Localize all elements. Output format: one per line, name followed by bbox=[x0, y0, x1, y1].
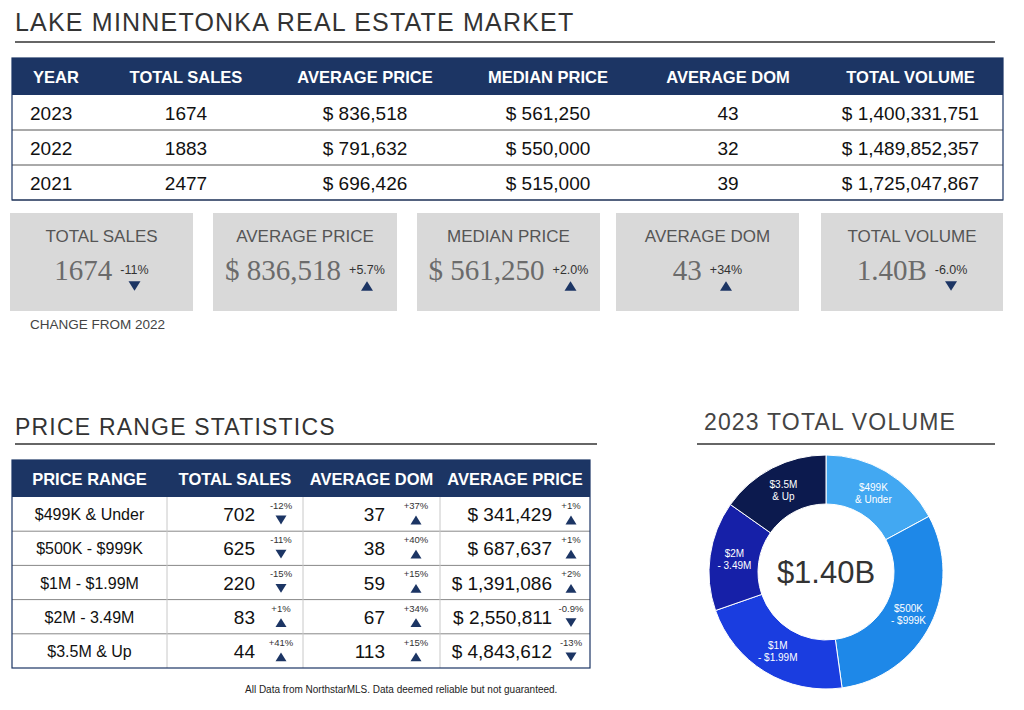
svg-text:TOTAL SALES: TOTAL SALES bbox=[179, 470, 292, 488]
svg-text:AVERAGE DOM: AVERAGE DOM bbox=[310, 470, 433, 488]
svg-text:44: 44 bbox=[234, 641, 256, 662]
svg-text:$ 687,637: $ 687,637 bbox=[467, 538, 552, 559]
svg-text:TOTAL SALES: TOTAL SALES bbox=[130, 68, 243, 86]
svg-text:$499K & Under: $499K & Under bbox=[35, 506, 145, 523]
svg-text:$ 1,725,047,867: $ 1,725,047,867 bbox=[842, 173, 979, 194]
svg-text:-12%: -12% bbox=[270, 500, 293, 511]
svg-text:+2%: +2% bbox=[561, 568, 581, 579]
svg-text:$2M - 3.49M: $2M - 3.49M bbox=[45, 609, 135, 626]
svg-text:2477: 2477 bbox=[165, 173, 207, 194]
svg-text:AVERAGE PRICE: AVERAGE PRICE bbox=[297, 68, 432, 86]
svg-text:$ 4,843,612: $ 4,843,612 bbox=[452, 641, 552, 662]
svg-text:+34%: +34% bbox=[404, 603, 429, 614]
svg-text:$ 341,429: $ 341,429 bbox=[467, 504, 552, 525]
svg-text:1674: 1674 bbox=[54, 254, 113, 286]
svg-text:$1M - $1.99M: $1M - $1.99M bbox=[40, 575, 139, 592]
svg-text:32: 32 bbox=[717, 138, 738, 159]
svg-text:$ 696,426: $ 696,426 bbox=[323, 173, 408, 194]
svg-text:AVERAGE DOM: AVERAGE DOM bbox=[666, 68, 789, 86]
svg-text:2021: 2021 bbox=[30, 173, 72, 194]
svg-text:38: 38 bbox=[364, 538, 385, 559]
svg-text:83: 83 bbox=[234, 607, 255, 628]
svg-text:$ 836,518: $ 836,518 bbox=[225, 254, 341, 286]
svg-text:+1%: +1% bbox=[271, 603, 291, 614]
svg-text:$3.5M & Up: $3.5M & Up bbox=[47, 643, 132, 660]
svg-text:+15%: +15% bbox=[404, 637, 429, 648]
svg-text:702: 702 bbox=[223, 504, 255, 525]
svg-text:-13%: -13% bbox=[560, 637, 583, 648]
svg-text:+5.7%: +5.7% bbox=[349, 263, 385, 277]
svg-text:625: 625 bbox=[223, 538, 255, 559]
svg-text:-0.9%: -0.9% bbox=[559, 603, 584, 614]
svg-text:AVERAGE PRICE: AVERAGE PRICE bbox=[447, 470, 582, 488]
svg-text:+1%: +1% bbox=[561, 500, 581, 511]
svg-text:TOTAL VOLUME: TOTAL VOLUME bbox=[846, 68, 974, 86]
svg-text:2022: 2022 bbox=[30, 138, 72, 159]
svg-text:$2M- 3.49M: $2M- 3.49M bbox=[717, 548, 751, 571]
svg-text:AVERAGE PRICE: AVERAGE PRICE bbox=[236, 227, 374, 246]
svg-text:All Data from NorthstarMLS. Da: All Data from NorthstarMLS. Data deemed … bbox=[245, 684, 557, 695]
svg-text:CHANGE FROM 2022: CHANGE FROM 2022 bbox=[30, 317, 165, 332]
svg-text:+41%: +41% bbox=[269, 637, 294, 648]
svg-text:$500K - $999K: $500K - $999K bbox=[36, 540, 143, 557]
svg-text:2023: 2023 bbox=[30, 103, 72, 124]
svg-text:-11%: -11% bbox=[120, 263, 148, 277]
svg-text:43: 43 bbox=[717, 103, 738, 124]
svg-text:$ 1,489,852,357: $ 1,489,852,357 bbox=[842, 138, 979, 159]
svg-text:37: 37 bbox=[364, 504, 385, 525]
svg-text:$500K- $999K: $500K- $999K bbox=[891, 603, 926, 626]
svg-text:$ 2,550,811: $ 2,550,811 bbox=[453, 607, 552, 628]
svg-text:$ 791,632: $ 791,632 bbox=[323, 138, 408, 159]
svg-text:$ 561,250: $ 561,250 bbox=[506, 103, 591, 124]
svg-text:$ 550,000: $ 550,000 bbox=[506, 138, 591, 159]
svg-text:AVERAGE DOM: AVERAGE DOM bbox=[645, 227, 770, 246]
svg-text:$ 1,400,331,751: $ 1,400,331,751 bbox=[842, 103, 979, 124]
svg-text:+1%: +1% bbox=[561, 534, 581, 545]
svg-text:$ 515,000: $ 515,000 bbox=[506, 173, 591, 194]
svg-text:1883: 1883 bbox=[165, 138, 207, 159]
svg-text:PRICE RANGE STATISTICS: PRICE RANGE STATISTICS bbox=[15, 414, 336, 440]
svg-text:$499K& Under: $499K& Under bbox=[855, 482, 892, 505]
svg-text:MEDIAN PRICE: MEDIAN PRICE bbox=[488, 68, 608, 86]
svg-text:$ 1,391,086: $ 1,391,086 bbox=[452, 573, 552, 594]
svg-text:+40%: +40% bbox=[404, 534, 429, 545]
svg-text:113: 113 bbox=[355, 641, 385, 662]
svg-text:MEDIAN PRICE: MEDIAN PRICE bbox=[447, 227, 570, 246]
svg-text:$ 561,250: $ 561,250 bbox=[429, 254, 545, 286]
svg-text:$3.5M& Up: $3.5M& Up bbox=[770, 479, 798, 502]
svg-text:1.40B: 1.40B bbox=[857, 254, 927, 286]
svg-text:+15%: +15% bbox=[404, 568, 429, 579]
svg-text:67: 67 bbox=[364, 607, 385, 628]
svg-text:39: 39 bbox=[717, 173, 738, 194]
svg-text:YEAR: YEAR bbox=[33, 68, 79, 86]
svg-text:-6.0%: -6.0% bbox=[935, 263, 968, 277]
svg-text:2023 TOTAL VOLUME: 2023 TOTAL VOLUME bbox=[704, 409, 956, 435]
svg-text:$1.40B: $1.40B bbox=[777, 555, 875, 590]
svg-text:-15%: -15% bbox=[270, 568, 293, 579]
svg-text:$ 836,518: $ 836,518 bbox=[323, 103, 408, 124]
svg-text:PRICE RANGE: PRICE RANGE bbox=[32, 470, 147, 488]
svg-text:LAKE MINNETONKA REAL ESTATE MA: LAKE MINNETONKA REAL ESTATE MARKET bbox=[15, 8, 574, 36]
svg-text:1674: 1674 bbox=[165, 103, 208, 124]
svg-text:+37%: +37% bbox=[404, 500, 429, 511]
svg-text:TOTAL VOLUME: TOTAL VOLUME bbox=[847, 227, 976, 246]
svg-text:TOTAL SALES: TOTAL SALES bbox=[45, 227, 157, 246]
svg-text:59: 59 bbox=[364, 573, 385, 594]
svg-text:+2.0%: +2.0% bbox=[553, 263, 589, 277]
svg-text:+34%: +34% bbox=[710, 263, 742, 277]
svg-text:43: 43 bbox=[673, 254, 702, 286]
svg-text:$1M- $1.99M: $1M- $1.99M bbox=[758, 640, 797, 663]
svg-text:220: 220 bbox=[223, 573, 255, 594]
svg-text:-11%: -11% bbox=[270, 534, 292, 545]
